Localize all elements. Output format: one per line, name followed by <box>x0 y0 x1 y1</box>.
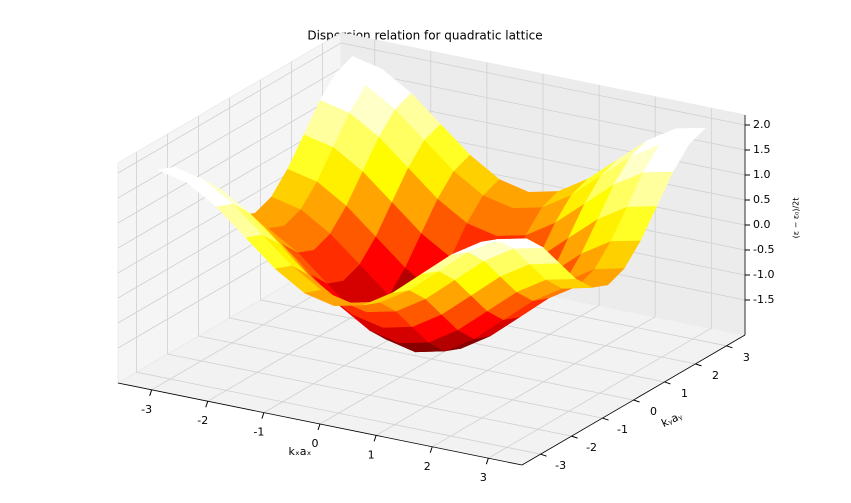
z-tick-label: -1.0 <box>753 268 774 281</box>
y-tick-label: 2 <box>712 369 719 382</box>
z-tick-label: 0.0 <box>753 218 771 231</box>
x-tick <box>205 401 209 408</box>
z-tick-label: 1.0 <box>753 168 771 181</box>
grid-line <box>136 152 541 455</box>
x-axis-line <box>117 382 523 466</box>
x-tick-label: 3 <box>480 471 487 484</box>
y-tick <box>571 435 578 439</box>
y-tick <box>633 399 640 403</box>
x-axis-label: kₓaₓ <box>289 445 312 458</box>
y-tick <box>726 345 733 349</box>
x-tick <box>261 412 265 419</box>
grid-line <box>260 79 665 383</box>
x-tick-label: 1 <box>368 448 375 461</box>
grid-line <box>229 98 634 401</box>
grid-line <box>167 134 572 437</box>
y-tick <box>540 453 547 457</box>
x-tick-label: -2 <box>197 414 208 427</box>
x-tick-label: -1 <box>253 426 264 439</box>
y-tick-label: 1 <box>681 387 688 400</box>
surface-patch <box>481 238 527 243</box>
x-tick <box>429 446 433 453</box>
grid-line <box>488 108 712 459</box>
z-axis-label: (ε − ε₀)/2t <box>792 198 801 239</box>
x-tick-label: -3 <box>141 403 152 416</box>
x-tick <box>485 458 489 465</box>
y-tick <box>602 417 609 421</box>
y-tick-label: -1 <box>617 423 628 436</box>
y-tick-label: -2 <box>586 441 597 454</box>
y-axis-label: kᵧaᵧ <box>659 409 684 430</box>
x-tick <box>317 423 321 431</box>
x-tick-label: 2 <box>424 460 431 473</box>
x-tick <box>149 389 153 396</box>
y-tick <box>695 363 702 367</box>
z-tick-label: 2.0 <box>753 118 771 131</box>
y-tick <box>664 381 671 385</box>
y-tick-label: -3 <box>555 459 566 472</box>
x-tick-label: 0 <box>312 437 319 450</box>
y-axis-line <box>521 334 746 466</box>
z-tick-label: -1.5 <box>753 293 774 306</box>
y-tick-label: 3 <box>743 351 750 364</box>
grid-line <box>117 42 746 174</box>
z-tick-label: -0.5 <box>753 243 774 256</box>
y-tick-label: 0 <box>650 405 657 418</box>
x-tick <box>373 435 377 442</box>
z-tick-label: 1.5 <box>753 143 771 156</box>
grid-line <box>375 85 600 436</box>
z-tick-label: 0.5 <box>753 193 771 206</box>
